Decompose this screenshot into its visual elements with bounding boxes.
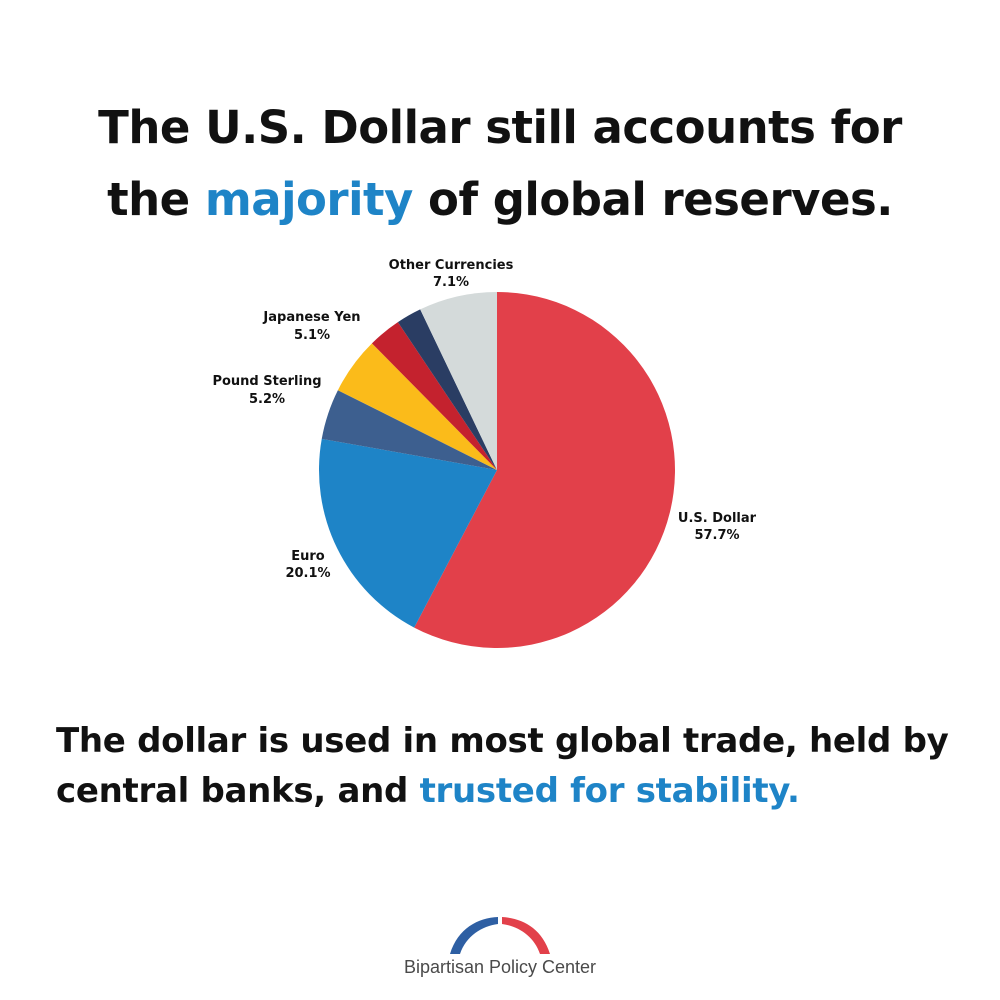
pie-slice-pound-sterling — [337, 343, 497, 470]
headline-line-2-suffix: of global reserves. — [412, 173, 893, 226]
slice-value-euro: 20.1% — [285, 566, 330, 581]
body-text-line-2-prefix: central banks, and — [56, 771, 420, 811]
slice-value-u-s-dollar: 57.7% — [694, 528, 739, 543]
headline: The U.S. Dollar still accounts for the m… — [0, 92, 1000, 236]
pie-slice-unlabeled-5 — [397, 309, 497, 470]
slice-label-pound-sterling: Pound Sterling — [212, 374, 321, 389]
pie-labels: U.S. Dollar 57.7% Euro 20.1% Pound Sterling 5… — [212, 258, 756, 581]
logo-arc-red — [502, 917, 550, 954]
pie-slices — [319, 292, 675, 648]
body-text: The dollar is used in most global trade,… — [56, 716, 976, 816]
headline-accent-word: majority — [204, 173, 414, 226]
headline-line-2-prefix: the — [107, 173, 205, 226]
pie-slice-u-s-dollar — [414, 292, 675, 648]
headline-line-1: The U.S. Dollar still accounts for — [98, 101, 902, 154]
pie-slice-japanese-yen — [371, 322, 497, 470]
organization-name: Bipartisan Policy Center — [403, 957, 597, 977]
slice-label-other-currencies: Other Currencies — [389, 258, 514, 273]
slice-value-pound-sterling: 5.2% — [249, 392, 285, 407]
slice-label-japanese-yen: Japanese Yen — [262, 310, 360, 325]
slice-value-japanese-yen: 5.1% — [294, 328, 330, 343]
body-text-accent: trusted for stability. — [419, 771, 800, 811]
slice-label-u-s-dollar: U.S. Dollar — [678, 511, 757, 526]
body-text-line-2: central banks, and trusted for stability… — [56, 766, 976, 816]
slice-value-other-currencies: 7.1% — [433, 275, 469, 290]
slice-label-euro: Euro — [291, 549, 325, 564]
bpc-logo-icon — [450, 917, 550, 954]
logo-arc-blue — [450, 917, 498, 954]
headline-line-2: the majority of global reserves. — [0, 164, 1000, 236]
pie-slice-other-currencies — [420, 292, 497, 470]
pie-slice-euro — [319, 438, 497, 628]
body-text-line-1: The dollar is used in most global trade,… — [56, 721, 949, 761]
pie-slice-unlabeled-2 — [321, 390, 497, 470]
